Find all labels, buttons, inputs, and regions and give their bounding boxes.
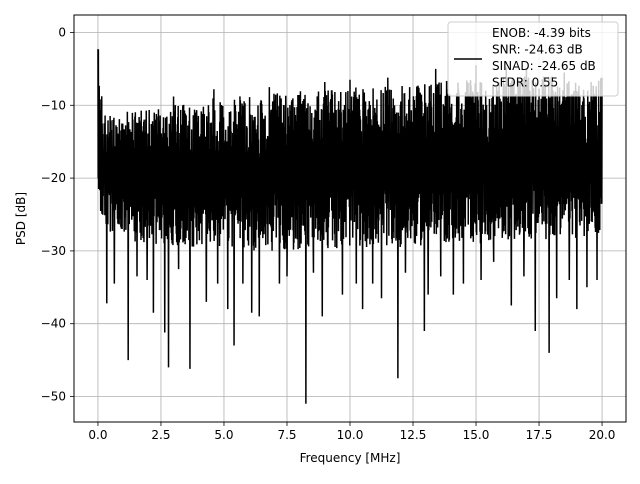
x-axis-label: Frequency [MHz] (300, 451, 401, 465)
legend: ENOB: -4.39 bits SNR: -24.63 dB SINAD: -… (447, 21, 619, 97)
y-tick-label: 0 (58, 25, 66, 39)
x-tick-label: 17.5 (526, 428, 553, 442)
y-tick-label: −30 (41, 244, 66, 258)
y-tick-label: −50 (41, 390, 66, 404)
x-tick-label: 20.0 (589, 428, 616, 442)
x-tick-label: 7.5 (277, 428, 296, 442)
legend-entry-enob: ENOB: -4.39 bits (492, 26, 591, 40)
y-tick-label: −10 (41, 98, 66, 112)
legend-entry-sfdr: SFDR: 0.55 (492, 76, 558, 90)
x-tick-label: 5.0 (214, 428, 233, 442)
y-tick-label: −40 (41, 317, 66, 331)
y-axis-label: PSD [dB] (14, 192, 28, 245)
y-tick-label: −20 (41, 171, 66, 185)
legend-box (447, 21, 619, 97)
legend-entry-sinad: SINAD: -24.65 dB (492, 59, 596, 73)
x-tick-label: 12.5 (400, 428, 427, 442)
ticks: 0.0 2.5 5.0 7.5 10.0 12.5 15.0 17.5 20.0 0 −10 −20 −… (41, 25, 616, 442)
legend-entry-snr: SNR: -24.63 dB (492, 43, 583, 57)
x-tick-label: 2.5 (151, 428, 170, 442)
x-tick-label: 0.0 (88, 428, 107, 442)
x-tick-label: 10.0 (337, 428, 364, 442)
x-tick-label: 15.0 (463, 428, 490, 442)
